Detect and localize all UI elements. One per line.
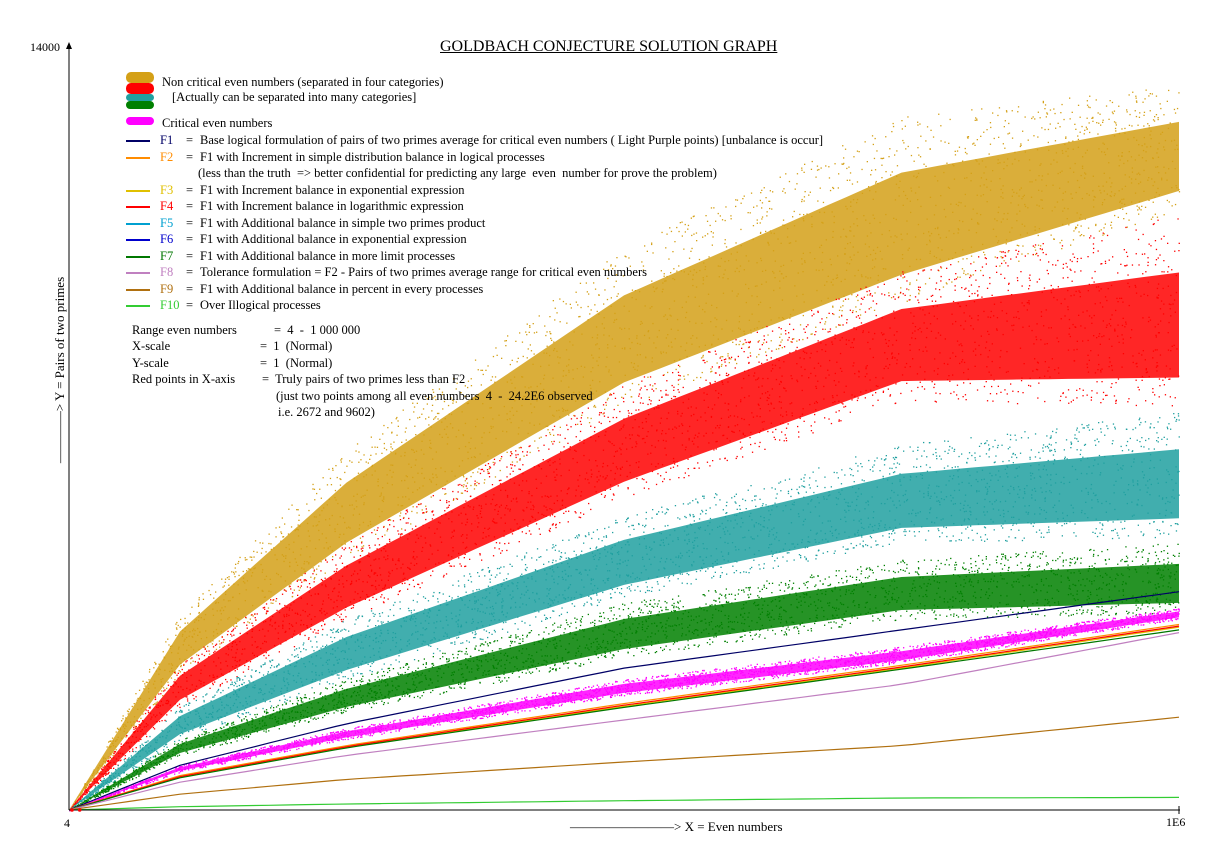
- formula-code: F3: [160, 182, 174, 197]
- f2-line-icon: [126, 156, 150, 159]
- scatter-band-0: [69, 89, 1181, 811]
- f8-line-icon: [126, 272, 150, 274]
- chart-title: GOLDBACH CONJECTURE SOLUTION GRAPH: [440, 38, 778, 55]
- non-critical-label: Non critical even numbers (separated in …: [162, 75, 444, 89]
- series-line-f4: [68, 625, 1180, 811]
- magenta-swatch-icon: [126, 117, 154, 125]
- formula-code: F9: [160, 281, 174, 296]
- f6-line-icon: [126, 239, 150, 241]
- formula-desc: F1 with Increment balance in exponential…: [200, 182, 465, 197]
- formula-code: F1: [160, 133, 174, 147]
- formula-eq: =: [186, 281, 194, 296]
- f4-line-icon: [126, 206, 150, 208]
- red-swatch-icon: [126, 83, 154, 94]
- series-line-f9: [68, 716, 1180, 811]
- band-core-4: [69, 611, 1179, 810]
- f7-line-icon: [126, 255, 150, 258]
- formula-eq: =: [186, 182, 194, 197]
- formula-code: F7: [160, 248, 174, 263]
- formula-desc: F1 with Increment balance in logarithmic…: [200, 199, 464, 213]
- series-line-f2: [68, 623, 1180, 811]
- formula-eq: =: [186, 248, 194, 263]
- formula-desc: F1 with Additional balance in simple two…: [200, 215, 486, 230]
- scatter-bands: [69, 89, 1181, 812]
- y-axis-arrow: [66, 42, 72, 49]
- red-points-x-axis: [70, 808, 82, 812]
- red-point-0: [70, 808, 74, 812]
- series-line-f10: [68, 796, 1180, 811]
- formula-lines: [68, 591, 1180, 811]
- formula-code: F6: [160, 232, 174, 246]
- formula-desc: Tolerance formulation = F2 - Pairs of tw…: [200, 265, 647, 279]
- formula-eq: =: [186, 265, 194, 279]
- formula-code: F8: [160, 265, 174, 279]
- f1-line-icon: [126, 140, 150, 142]
- formula-eq: =: [186, 199, 194, 213]
- f9-line-icon: [126, 288, 150, 291]
- formula-desc: F1 with Additional balance in exponentia…: [200, 232, 467, 246]
- formula-eq: =: [186, 298, 194, 312]
- gold-swatch-icon: [126, 72, 154, 83]
- x-axis-label: ————————> X = Even numbers: [570, 819, 783, 834]
- red-point-1: [77, 808, 82, 812]
- series-line-f8: [68, 632, 1180, 811]
- formula-desc: Over Illogical processes: [200, 298, 321, 312]
- x-min-tick-label: 4: [64, 816, 70, 830]
- band-core-2: [69, 449, 1179, 810]
- formula-code: F10: [160, 298, 180, 312]
- scatter-band-2: [69, 413, 1180, 812]
- x-max-tick-label: 1E6: [1166, 815, 1186, 829]
- formula-eq: =: [186, 232, 194, 246]
- band-core-1: [69, 272, 1179, 810]
- f10-line-icon: [126, 305, 150, 307]
- f5-line-icon: [126, 222, 150, 225]
- teal-swatch-icon: [126, 94, 154, 101]
- band-core-0: [69, 121, 1179, 810]
- band-core-3: [69, 563, 1179, 810]
- formula-eq: =: [186, 215, 194, 230]
- series-line-f1: [68, 591, 1180, 811]
- formula-eq: =: [186, 149, 194, 164]
- y-max-tick-label: 14000: [30, 40, 60, 54]
- green-swatch-icon: [126, 101, 154, 109]
- formula-code: F5: [160, 215, 174, 230]
- series-line-f7: [68, 629, 1180, 811]
- scatter-band-3: [69, 543, 1180, 811]
- scatter-band-4: [69, 608, 1180, 812]
- critical-label: Critical even numbers: [162, 116, 273, 130]
- y-axis-label: ————> Y = Pairs of two primes: [52, 276, 67, 464]
- formula-code: F4: [160, 199, 174, 213]
- formula-desc: F1 with Additional balance in more limit…: [200, 248, 456, 263]
- scatter-band-1: [69, 218, 1180, 811]
- f3-line-icon: [126, 189, 150, 192]
- non-critical-note: [Actually can be separated into many cat…: [172, 90, 417, 104]
- formula-desc: F1 with Additional balance in percent in…: [200, 281, 484, 296]
- formula-desc: Base logical formulation of pairs of two…: [200, 133, 824, 147]
- formula-desc: F1 with Increment in simple distribution…: [200, 149, 545, 164]
- formula-code: F2: [160, 149, 174, 164]
- formula-eq: =: [186, 133, 194, 147]
